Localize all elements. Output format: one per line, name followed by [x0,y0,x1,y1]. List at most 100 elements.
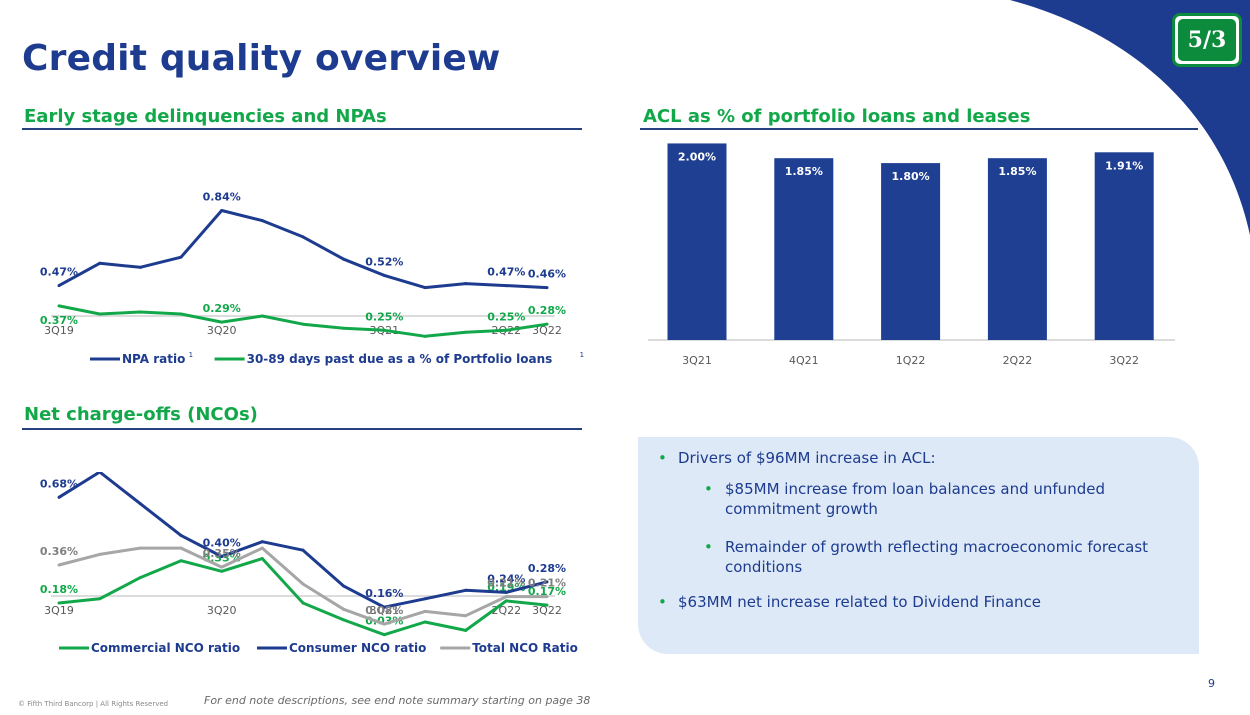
data-point [220,565,224,569]
driver-sub-macro: Remainder of growth reflecting macroecon… [658,537,1178,577]
logo-mark: 5/3 [1178,19,1236,61]
data-point [260,546,264,550]
data-point [260,540,264,544]
acl-bar [774,158,834,340]
data-point [382,328,386,332]
data-point [504,599,508,603]
x-tick-label: 1Q22 [896,354,926,367]
data-label: 0.40% [203,537,241,550]
data-label: 0.18% [40,583,78,596]
data-point [423,334,427,338]
data-point [179,312,183,316]
data-point [260,557,264,561]
data-point [301,582,305,586]
bar-value-label: 2.00% [678,150,716,163]
acl-bar [1094,152,1154,340]
section-rule [640,128,1198,130]
x-tick-label: 3Q22 [1109,354,1139,367]
driver-main: Drivers of $96MM increase in ACL: [658,449,1178,467]
x-tick-label: 3Q19 [44,604,74,617]
data-point [423,286,427,290]
section-rule [22,128,582,130]
data-point [260,219,264,223]
data-label: 0.03% [365,615,403,628]
data-label: 0.47% [487,266,525,279]
data-point [220,555,224,558]
series-line [58,546,547,626]
data-point [179,255,183,259]
bar-value-label: 1.85% [998,165,1036,178]
x-tick-label: 3Q19 [44,324,74,337]
data-label: 0.25% [365,310,403,323]
bar-value-label: 1.80% [892,170,930,183]
data-point [423,620,427,624]
data-point [179,559,183,563]
data-label: 0.17% [528,585,566,598]
data-label: 0.68% [40,477,78,490]
bar-value-label: 1.91% [1105,159,1143,172]
data-label: 0.28% [528,562,566,575]
data-label: 0.47% [40,266,78,279]
driver-sub-loan-growth: $85MM increase from loan balances and un… [658,479,1178,519]
data-label: 0.46% [528,268,566,281]
data-label: 0.25% [487,310,525,323]
legend-label: NPA ratio [122,352,185,366]
x-tick-label: 3Q21 [370,604,400,617]
data-point [504,590,508,594]
data-label: 0.21% [528,577,566,590]
data-point [98,552,102,556]
data-point [138,576,142,580]
data-label: 0.21% [487,577,525,590]
data-point [545,322,549,326]
legend-label: 30-89 days past due as a % of Portfolio … [247,352,553,366]
data-point [57,495,61,499]
data-label: 0.08% [365,604,403,617]
copyright: © Fifth Third Bancorp | All Rights Reser… [18,700,169,708]
data-point [57,563,61,567]
data-label: 0.29% [203,302,241,315]
data-point [382,633,386,637]
data-point [179,546,183,550]
data-point [220,569,224,573]
data-point [342,257,346,261]
x-tick-label: 4Q21 [789,354,819,367]
data-point [545,286,549,290]
legend-label: Commercial NCO ratio [91,641,240,655]
x-tick-label: 3Q22 [532,604,562,617]
data-point [301,548,305,552]
data-point [504,595,508,599]
legend-label: Consumer NCO ratio [289,641,426,655]
x-tick-label: 3Q20 [207,324,237,337]
data-label: 0.52% [365,255,403,268]
data-point [464,614,468,618]
data-point [504,328,508,332]
data-point [342,326,346,330]
drivers-list: Drivers of $96MM increase in ACL: $85MM … [658,449,1178,623]
data-point [138,546,142,550]
data-point [301,601,305,605]
data-point [179,533,183,537]
data-point [98,312,102,316]
data-point [301,235,305,239]
data-label: 0.28% [528,304,566,317]
data-point [382,605,386,609]
data-point [138,502,142,506]
data-point [464,628,468,632]
data-point [98,472,102,474]
data-label: 0.84% [203,190,241,203]
data-point [138,265,142,269]
fifth-third-logo: 5/3 [1172,13,1242,67]
data-point [342,618,346,622]
data-point [57,601,61,605]
section-title-delinquencies: Early stage delinquencies and NPAs [24,106,387,127]
data-point [342,607,346,611]
data-label: 0.35% [203,547,241,560]
data-point [98,597,102,601]
data-point [138,310,142,314]
data-point [220,320,224,324]
series-line [58,472,548,609]
x-tick-label: 3Q22 [532,324,562,337]
data-point [545,595,549,599]
data-point [464,588,468,592]
data-label: 0.16% [365,587,403,600]
